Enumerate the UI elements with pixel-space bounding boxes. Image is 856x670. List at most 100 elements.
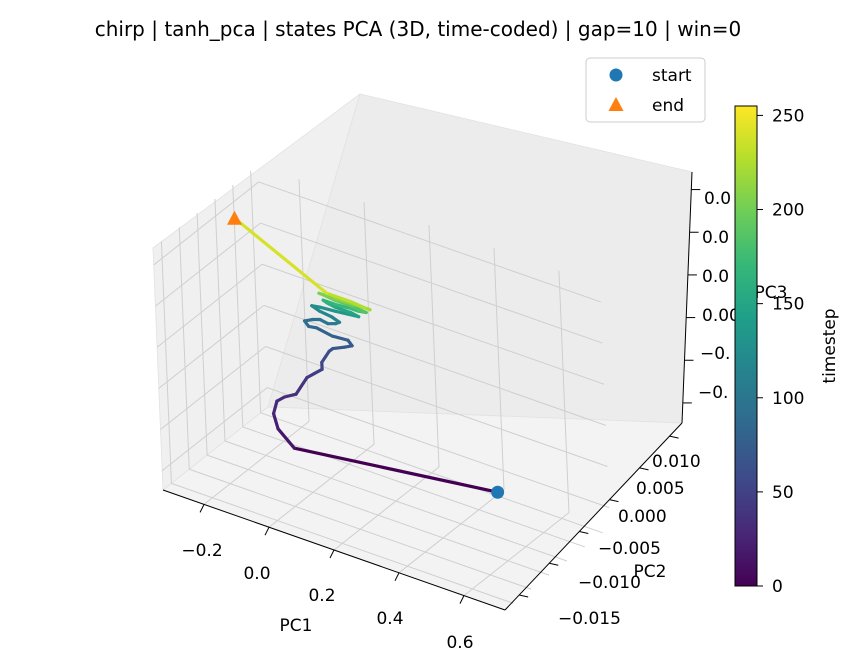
trajectory-segment <box>294 381 305 396</box>
trajectory-segment <box>333 309 349 316</box>
y-tick-mark <box>669 435 679 439</box>
trajectory-segment <box>348 299 368 311</box>
gridline-z <box>153 181 260 266</box>
gridline-x <box>333 466 440 551</box>
gridline-z <box>263 304 606 426</box>
gridline-x <box>268 443 375 528</box>
start-marker <box>491 485 505 499</box>
z-tick-label: 0.00 <box>702 306 740 326</box>
gridline-y <box>232 184 244 427</box>
axes-3d: −0.20.00.20.40.6−0.015−0.010−0.0050.0000… <box>152 92 788 653</box>
y-tick-mark <box>519 594 529 598</box>
trajectory-segment <box>325 291 352 304</box>
gridline-y <box>189 468 532 590</box>
y-tick-label: −0.005 <box>598 539 661 559</box>
colorbar-tick-label: 100 <box>772 389 804 409</box>
trajectory-segment <box>318 309 334 319</box>
y-axis-line <box>504 422 683 611</box>
x-tick-mark <box>459 595 465 604</box>
legend: start end <box>585 57 706 123</box>
y-tick-mark <box>639 467 649 471</box>
y-tick-mark <box>609 499 619 503</box>
gridline-y <box>260 412 603 534</box>
x-tick-mark <box>329 549 335 559</box>
gridline-x <box>558 270 570 513</box>
gridline-y <box>196 213 208 456</box>
trajectory-segment <box>271 412 280 431</box>
markers <box>227 210 505 499</box>
chart-title: chirp | tanh_pca | states PCA (3D, time-… <box>95 17 742 41</box>
x-axis-label: PC1 <box>280 616 313 636</box>
gridline-x <box>463 512 570 596</box>
legend-start-label: start <box>652 66 692 86</box>
gridline-y <box>160 241 172 484</box>
colorbar-tick-label: 0 <box>772 577 783 597</box>
gridline-z <box>155 222 261 307</box>
y-tick-label: −0.010 <box>578 573 641 593</box>
gridline-z <box>160 346 266 430</box>
x-tick-label: 0.6 <box>446 633 473 653</box>
z-tick-label: −0. <box>698 383 728 403</box>
gridline-y <box>214 199 226 442</box>
legend-end-label: end <box>652 96 684 116</box>
x-tick-mark <box>199 504 205 513</box>
x-tick-label: 0.0 <box>243 564 270 584</box>
x-tick-label: 0.2 <box>308 586 335 606</box>
y-axis-label: PC2 <box>634 562 667 582</box>
trajectory <box>232 217 500 494</box>
gridline-y <box>178 227 190 470</box>
colorbar-bar <box>734 105 758 587</box>
trajectory-segment <box>321 298 337 306</box>
gridline-y <box>224 440 568 562</box>
y-tick-label: −0.015 <box>558 609 621 629</box>
gridline-x <box>493 247 505 490</box>
gridline-z <box>161 387 268 472</box>
z-tick-label: −0. <box>700 344 730 364</box>
gridline-z <box>260 222 603 344</box>
gridline-y <box>242 426 585 548</box>
x-tick-label: −0.2 <box>181 541 222 561</box>
gridline-x <box>428 224 440 468</box>
z-axis-line <box>681 171 693 424</box>
z-tick-label: 0.0 <box>704 189 731 209</box>
z-tick-label: 0.0 <box>702 267 729 287</box>
gridline-y <box>171 482 514 604</box>
colorbar-tick-label: 50 <box>772 483 794 503</box>
x-tick-mark <box>264 526 270 536</box>
trajectory-segment <box>317 291 337 301</box>
trajectory-segment <box>329 315 342 324</box>
gridline-y <box>250 170 262 413</box>
trajectory-segment <box>236 219 329 295</box>
y-tick-mark <box>579 530 589 534</box>
trajectory-segment <box>282 392 298 399</box>
gridline-z <box>156 263 263 348</box>
trajectory-segment <box>317 305 337 313</box>
trajectory-segment <box>352 305 368 315</box>
trajectory-segment <box>333 305 353 315</box>
gridline-z <box>258 181 601 303</box>
y-tick-label: 0.010 <box>652 452 701 472</box>
trajectory-segment <box>330 334 350 342</box>
colorbar: 0 50 100 150 200 250 timestep <box>734 105 840 597</box>
gridline-z <box>267 387 610 509</box>
gridline-y <box>206 454 550 576</box>
trajectory-segment <box>276 427 296 450</box>
trajectory-segment <box>271 399 279 416</box>
gridline-z <box>158 304 265 389</box>
gridline-x <box>363 202 375 445</box>
colorbar-label: timestep <box>820 308 840 383</box>
y-tick-label: 0.005 <box>636 479 685 499</box>
gridline-z <box>261 263 605 385</box>
legend-start-marker <box>609 68 623 82</box>
trajectory-segment <box>292 446 500 494</box>
x-tick-mark <box>394 572 400 582</box>
gridline-x <box>398 489 505 574</box>
gridline-x <box>298 179 310 422</box>
y-tick-mark <box>549 562 559 566</box>
legend-end-marker <box>608 97 624 111</box>
end-marker <box>227 210 242 225</box>
y-tick-label: 0.000 <box>618 507 667 527</box>
z-tick-label: 0.0 <box>702 228 729 248</box>
z-axis-label: PC3 <box>755 283 788 303</box>
